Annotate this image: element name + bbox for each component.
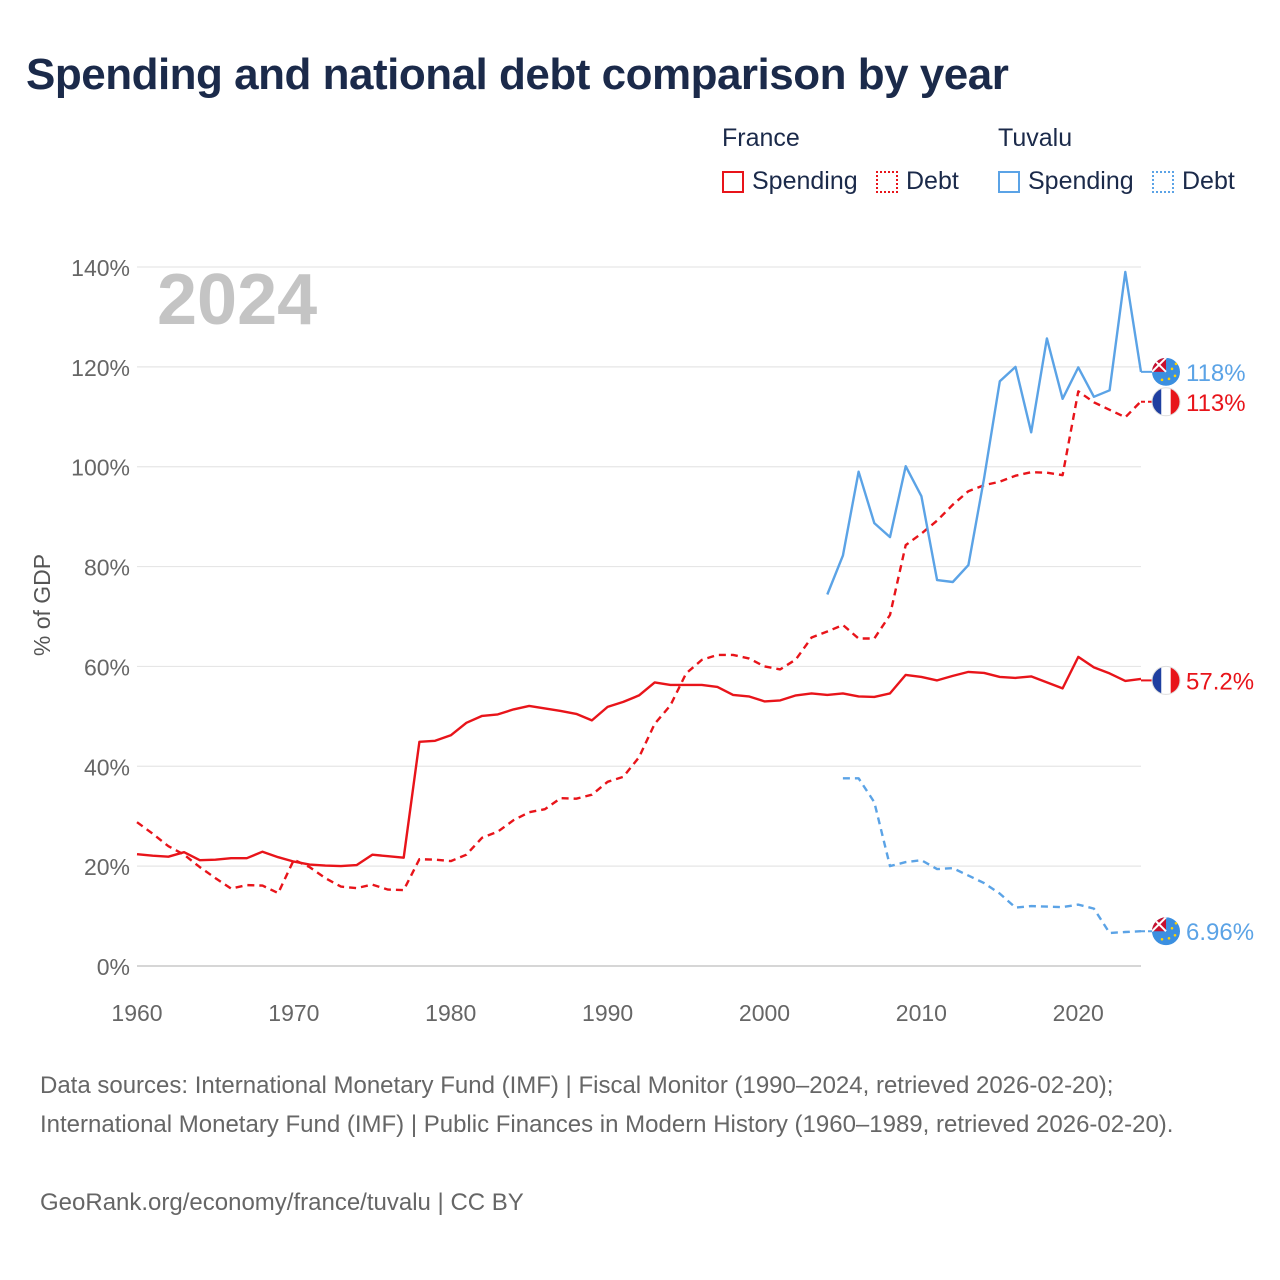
legend-swatch-dotted [1152,170,1174,193]
x-tick-label: 2020 [1053,1000,1104,1026]
y-tick-label: 40% [84,754,130,780]
x-tick-label: 1990 [582,1000,633,1026]
legend-france-spending[interactable]: Spending [722,167,858,196]
end-value-label: 118% [1186,360,1246,387]
y-tick-label: 120% [71,355,130,381]
y-tick-label: 60% [84,654,130,680]
year-watermark: 2024 [157,260,317,340]
data-sources: Data sources: International Monetary Fun… [40,1072,1174,1138]
end-value-label: 6.96% [1186,919,1254,946]
legend-swatch-solid [722,170,744,193]
y-tick-label: 140% [71,255,130,281]
chart-title: Spending and national debt comparison by… [26,50,1009,99]
legend-tuvalu-debt[interactable]: Debt [1152,167,1235,196]
legend-label: Spending [1028,167,1134,195]
series-line-tuvalu-debt[interactable] [842,777,1142,935]
end-value-label: 113% [1186,390,1246,417]
x-tick-label: 1980 [425,1000,476,1026]
y-tick-label: 20% [84,854,130,880]
x-tick-label: 2010 [896,1000,947,1026]
legend-group-france: France [722,124,800,152]
y-axis: 0% 20% 40% 60% 80% 100% 120% 140% [71,255,130,980]
x-axis: 1960 1970 1980 1990 2000 2010 2020 [111,1000,1103,1026]
series-lines [136,270,1143,935]
legend-france-debt[interactable]: Debt [876,167,959,196]
tuvalu-flag-icon [1152,357,1180,386]
legend-label: Spending [752,167,858,195]
gridlines [137,266,1141,967]
y-tick-label: 100% [71,455,130,481]
x-tick-label: 1960 [111,1000,162,1026]
line-chart: 2024 % of GDP 0% 20% 40% 60% 80% 100% 120% 140%… [29,255,1254,1026]
legend-label: Debt [906,167,959,195]
series-line-france-spending[interactable] [136,655,1142,868]
x-tick-label: 2000 [739,1000,790,1026]
legend-label: Debt [1182,167,1235,195]
france-flag-icon [1151,665,1181,695]
y-axis-label: % of GDP [29,554,55,656]
end-value-label: 57.2% [1186,668,1254,695]
legend-swatch-solid [998,170,1020,193]
x-tick-label: 1970 [268,1000,319,1026]
y-tick-label: 80% [84,555,130,581]
site-credit[interactable]: GeoRank.org/economy/france/tuvalu | CC B… [40,1189,524,1216]
france-flag-icon [1151,387,1181,417]
legend-group-tuvalu: Tuvalu [998,124,1073,152]
tuvalu-flag-icon [1152,917,1180,946]
y-tick-label: 0% [97,954,130,980]
legend-swatch-dotted [876,170,898,193]
legend-tuvalu-spending[interactable]: Spending [998,167,1134,196]
series-line-tuvalu-spending[interactable] [826,270,1143,595]
end-labels: 57.2% 113% 118% 6.96% [1141,357,1254,946]
